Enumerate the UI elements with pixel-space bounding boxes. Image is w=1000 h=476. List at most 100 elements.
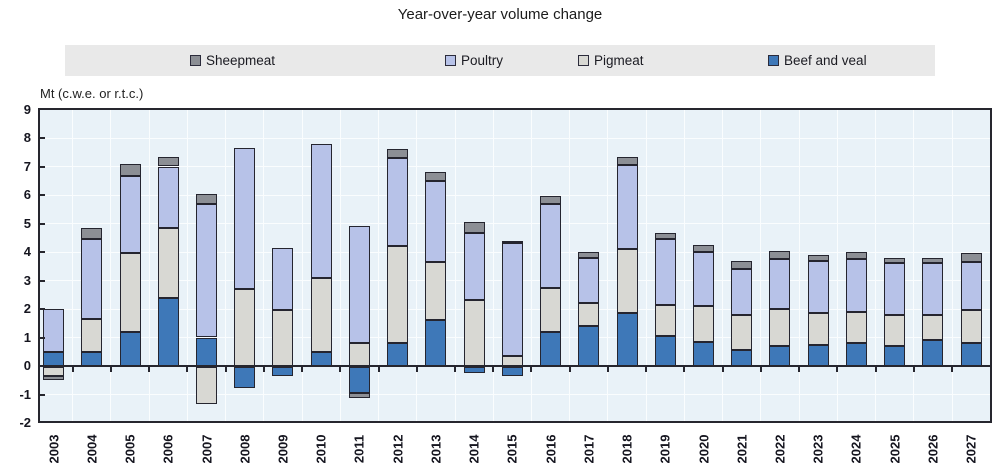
bar-segment-pigmeat-2018 xyxy=(616,249,638,314)
bar-segment-sheepmeat-2007 xyxy=(196,193,218,204)
gridline-vertical xyxy=(148,110,150,421)
x-axis-label: 2020 xyxy=(696,434,711,464)
gridline-vertical xyxy=(530,110,532,421)
x-axis-label: 2009 xyxy=(275,434,291,464)
y-axis-unit-label: Mt (c.w.e. or r.t.c.) xyxy=(40,86,144,101)
gridline-vertical xyxy=(951,110,953,421)
bar-segment-beef-and-veal-2004 xyxy=(81,351,103,366)
bar-segment-poultry-2010 xyxy=(310,143,332,278)
bar-segment-beef-and-veal-2021 xyxy=(731,350,753,366)
y-axis-label: 6 xyxy=(23,187,31,202)
y-axis-label: -2 xyxy=(19,415,31,430)
gridline-vertical xyxy=(913,110,915,421)
x-axis-label: 2015 xyxy=(504,434,520,464)
bar-segment-pigmeat-2008 xyxy=(234,289,256,366)
bar-segment-beef-and-veal-2020 xyxy=(693,341,714,366)
bar-segment-poultry-2017 xyxy=(578,257,600,304)
x-axis-label: 2010 xyxy=(313,434,329,464)
gridline-vertical xyxy=(225,110,227,421)
bar-segment-poultry-2015 xyxy=(501,243,523,356)
gridline-vertical xyxy=(569,110,571,421)
bar-segment-poultry-2025 xyxy=(884,263,906,315)
gridline-horizontal xyxy=(40,194,990,196)
legend-item-sheepmeat: Sheepmeat xyxy=(190,45,275,76)
x-axis-tick xyxy=(454,367,456,372)
plot-area xyxy=(38,108,992,423)
bar-segment-pigmeat-2026 xyxy=(922,314,944,341)
chart-title: Year-over-year volume change xyxy=(397,6,603,23)
y-axis-tick xyxy=(40,393,45,396)
x-axis-tick xyxy=(224,367,227,372)
gridline-horizontal xyxy=(40,394,990,395)
x-axis-label: 2027 xyxy=(963,434,979,464)
gridline-vertical xyxy=(836,110,838,421)
bar-segment-sheepmeat-2027 xyxy=(960,253,982,262)
y-axis-tick xyxy=(40,251,45,253)
bar-segment-pigmeat-2003 xyxy=(43,367,65,376)
bar-segment-sheepmeat-2011 xyxy=(348,392,370,399)
legend-label: Poultry xyxy=(461,53,504,68)
x-axis-label: 2014 xyxy=(466,434,482,464)
y-axis-label: 7 xyxy=(23,158,31,174)
legend: Sheepmeat Poultry Pigmeat Beef and veal xyxy=(65,45,935,76)
bar-segment-beef-and-veal-2022 xyxy=(769,346,791,366)
x-axis-label: 2019 xyxy=(657,434,673,464)
y-axis-label: 4 xyxy=(23,244,31,259)
x-axis-tick xyxy=(492,367,495,372)
bar-segment-beef-and-veal-2003 xyxy=(43,351,65,366)
bar-segment-sheepmeat-2004 xyxy=(81,227,103,240)
gridline-vertical xyxy=(645,110,647,421)
bar-segment-beef-and-veal-2019 xyxy=(654,336,676,366)
x-axis-tick xyxy=(645,367,648,372)
bar-segment-poultry-2007 xyxy=(196,203,218,338)
legend-label: Beef and veal xyxy=(784,53,867,68)
bar-segment-beef-and-veal-2017 xyxy=(578,326,600,366)
bar-segment-poultry-2016 xyxy=(540,203,562,288)
bar-segment-sheepmeat-2012 xyxy=(387,149,409,158)
bar-segment-beef-and-veal-2009 xyxy=(272,367,294,376)
x-axis-tick xyxy=(339,367,342,372)
bar-segment-poultry-2009 xyxy=(272,247,294,311)
bar-segment-sheepmeat-2006 xyxy=(157,156,179,167)
bar-segment-sheepmeat-2025 xyxy=(884,257,906,264)
bar-segment-poultry-2008 xyxy=(234,147,256,290)
x-axis-tick xyxy=(721,367,724,372)
x-axis-tick xyxy=(606,367,609,372)
gridline-vertical xyxy=(760,110,762,421)
bar-segment-beef-and-veal-2014 xyxy=(463,367,485,373)
gridline-vertical xyxy=(186,110,188,421)
bar-segment-beef-and-veal-2011 xyxy=(348,367,370,393)
bar-segment-pigmeat-2005 xyxy=(119,253,141,332)
y-axis-tick xyxy=(40,279,45,282)
bar-segment-poultry-2013 xyxy=(425,180,447,262)
y-axis-tick xyxy=(40,365,45,367)
x-axis-tick xyxy=(798,367,801,372)
bar-segment-sheepmeat-2024 xyxy=(845,252,867,260)
bar-segment-poultry-2026 xyxy=(922,263,944,315)
y-axis-tick xyxy=(40,222,45,225)
bar-segment-beef-and-veal-2027 xyxy=(960,343,982,366)
gridline-vertical xyxy=(798,110,800,421)
bar-segment-beef-and-veal-2024 xyxy=(845,343,867,366)
bar-segment-pigmeat-2023 xyxy=(807,313,829,345)
y-axis-tick xyxy=(40,308,45,310)
x-axis-tick xyxy=(912,367,915,372)
bar-segment-poultry-2018 xyxy=(616,165,638,250)
bar-segment-beef-and-veal-2008 xyxy=(234,367,256,389)
x-axis-label: 2012 xyxy=(390,434,406,464)
x-axis-label: 2016 xyxy=(543,434,559,464)
bar-segment-beef-and-veal-2023 xyxy=(807,344,829,366)
bar-segment-pigmeat-2007 xyxy=(196,367,218,405)
gridline-horizontal xyxy=(40,137,990,139)
bar-segment-pigmeat-2019 xyxy=(654,304,676,337)
bar-segment-poultry-2020 xyxy=(693,252,714,307)
gridline-vertical xyxy=(110,110,112,421)
bar-segment-sheepmeat-2021 xyxy=(731,260,753,270)
y-axis-label: 3 xyxy=(23,272,31,288)
bar-segment-beef-and-veal-2006 xyxy=(157,297,179,366)
legend-item-poultry: Poultry xyxy=(445,45,503,76)
bar-segment-pigmeat-2011 xyxy=(348,343,370,366)
bar-segment-beef-and-veal-2016 xyxy=(540,331,562,366)
y-axis-label: -1 xyxy=(19,386,31,402)
x-axis-tick xyxy=(951,367,953,372)
